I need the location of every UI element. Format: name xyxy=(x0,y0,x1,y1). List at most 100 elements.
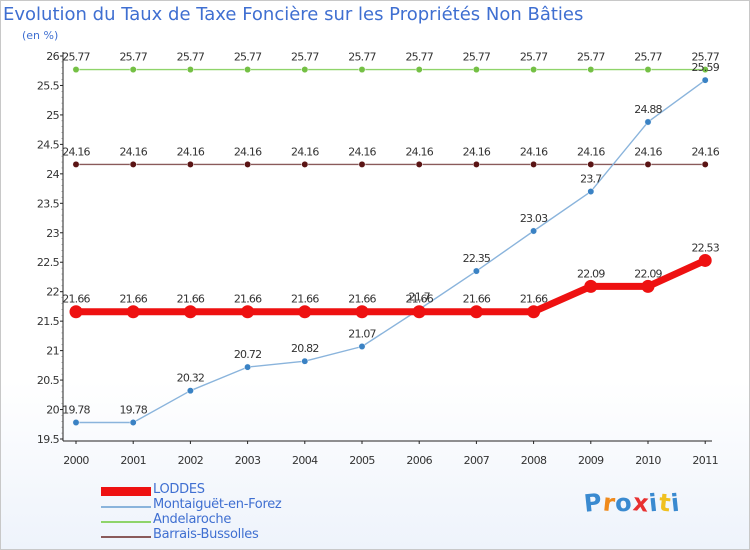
point-montaigu-t-en-forez-2000 xyxy=(72,419,80,426)
y-tick-label-19.5: 19.5 xyxy=(37,433,60,446)
point-loddes-2000 xyxy=(69,305,83,319)
x-tick-label-2010: 2010 xyxy=(635,454,661,467)
point-loddes-2001 xyxy=(126,305,140,319)
x-tick-label-2003: 2003 xyxy=(235,454,261,467)
y-tick-label-20.5: 20.5 xyxy=(37,374,60,387)
data-label-barrais-bussolles-2002: 24.16 xyxy=(177,145,205,158)
point-barrais-bussolles-2010 xyxy=(644,160,652,168)
point-loddes-2007 xyxy=(469,305,483,319)
chart-title: Evolution du Taux de Taxe Foncière sur l… xyxy=(3,4,584,25)
data-label-loddes-2006: 21.66 xyxy=(405,293,433,306)
x-tick-label-2009: 2009 xyxy=(578,454,604,467)
series-line-montaigu-t-en-forez xyxy=(75,79,706,424)
data-label-andelaroche-2007: 25.77 xyxy=(463,51,491,64)
data-label-montaigu-t-en-forez-2005: 21.07 xyxy=(348,327,376,340)
data-label-montaigu-t-en-forez-2003: 20.72 xyxy=(234,348,262,361)
data-label-barrais-bussolles-2001: 24.16 xyxy=(119,145,147,158)
data-label-barrais-bussolles-2000: 24.16 xyxy=(62,145,90,158)
data-label-andelaroche-2005: 25.77 xyxy=(348,51,376,64)
proxiti-logo: Proxiti xyxy=(583,488,682,518)
data-label-andelaroche-2009: 25.77 xyxy=(577,51,605,64)
y-tick-label-24: 24 xyxy=(46,168,59,181)
data-label-andelaroche-2002: 25.77 xyxy=(177,51,205,64)
point-barrais-bussolles-2002 xyxy=(186,160,194,168)
y-tick-label-21.5: 21.5 xyxy=(37,315,60,328)
y-tick-label-23: 23 xyxy=(46,227,59,240)
data-label-montaigu-t-en-forez-2008: 23.03 xyxy=(520,212,548,225)
point-barrais-bussolles-2006 xyxy=(415,160,423,168)
legend-label-barrais-bussolles: Barrais-Bussolles xyxy=(153,527,259,542)
legend-label-montaigu-t-en-forez: Montaiguët-en-Forez xyxy=(153,497,282,512)
data-label-montaigu-t-en-forez-2001: 19.78 xyxy=(119,404,147,417)
data-label-loddes-2004: 21.66 xyxy=(291,293,319,306)
point-montaigu-t-en-forez-2005 xyxy=(358,343,366,350)
y-tick-label-25: 25 xyxy=(46,109,59,122)
data-label-barrais-bussolles-2006: 24.16 xyxy=(405,145,433,158)
point-montaigu-t-en-forez-2008 xyxy=(530,227,538,235)
point-andelaroche-2006 xyxy=(415,66,423,74)
point-andelaroche-2002 xyxy=(186,66,194,74)
point-barrais-bussolles-2001 xyxy=(129,160,137,168)
point-loddes-2009 xyxy=(584,279,598,293)
data-label-barrais-bussolles-2004: 24.16 xyxy=(291,145,319,158)
legend-swatch-andelaroche xyxy=(101,521,151,523)
unit-label: (en %) xyxy=(22,29,59,42)
point-montaigu-t-en-forez-2011 xyxy=(701,76,709,84)
x-tick-label-2001: 2001 xyxy=(120,454,146,467)
data-label-barrais-bussolles-2008: 24.16 xyxy=(520,145,548,158)
point-barrais-bussolles-2008 xyxy=(530,160,538,168)
point-andelaroche-2011 xyxy=(701,66,709,74)
point-andelaroche-2009 xyxy=(587,66,595,74)
point-andelaroche-2000 xyxy=(72,66,80,74)
data-label-andelaroche-2001: 25.77 xyxy=(119,51,147,64)
data-label-loddes-2000: 21.66 xyxy=(62,293,90,306)
legend-label-andelaroche: Andelaroche xyxy=(153,512,232,527)
legend-swatch-barrais-bussolles xyxy=(101,536,151,538)
x-tick-label-2005: 2005 xyxy=(349,454,375,467)
point-barrais-bussolles-2009 xyxy=(587,160,595,168)
data-label-loddes-2010: 22.09 xyxy=(634,267,662,280)
point-loddes-2004 xyxy=(298,305,312,319)
y-tick-label-20: 20 xyxy=(46,404,59,417)
x-tick-label-2008: 2008 xyxy=(521,454,547,467)
data-label-andelaroche-2008: 25.77 xyxy=(520,51,548,64)
data-label-andelaroche-2010: 25.77 xyxy=(634,51,662,64)
data-label-barrais-bussolles-2005: 24.16 xyxy=(348,145,376,158)
data-label-andelaroche-2000: 25.77 xyxy=(62,51,90,64)
data-label-loddes-2005: 21.66 xyxy=(348,293,376,306)
point-andelaroche-2001 xyxy=(129,66,137,74)
point-montaigu-t-en-forez-2010 xyxy=(644,118,652,126)
x-tick-label-2006: 2006 xyxy=(406,454,432,467)
point-montaigu-t-en-forez-2002 xyxy=(186,387,194,395)
point-andelaroche-2004 xyxy=(301,66,309,74)
data-label-loddes-2011: 22.53 xyxy=(691,241,719,254)
data-label-loddes-2003: 21.66 xyxy=(234,293,262,306)
point-barrais-bussolles-2004 xyxy=(301,160,309,168)
x-tick-label-2011: 2011 xyxy=(692,454,718,467)
point-barrais-bussolles-2011 xyxy=(701,160,709,168)
point-loddes-2008 xyxy=(527,305,541,319)
legend-label-loddes: LODDES xyxy=(153,482,205,497)
point-montaigu-t-en-forez-2009 xyxy=(587,188,595,195)
point-barrais-bussolles-2005 xyxy=(358,160,366,168)
data-label-loddes-2008: 21.66 xyxy=(520,293,548,306)
data-label-andelaroche-2004: 25.77 xyxy=(291,51,319,64)
point-loddes-2003 xyxy=(241,305,255,319)
point-montaigu-t-en-forez-2004 xyxy=(301,357,309,365)
point-montaigu-t-en-forez-2007 xyxy=(472,267,480,275)
data-label-barrais-bussolles-2011: 24.16 xyxy=(691,145,719,158)
data-label-loddes-2009: 22.09 xyxy=(577,267,605,280)
y-tick-label-22: 22 xyxy=(46,286,59,299)
data-label-barrais-bussolles-2003: 24.16 xyxy=(234,145,262,158)
y-tick-label-24.5: 24.5 xyxy=(37,138,60,151)
data-label-montaigu-t-en-forez-2002: 20.32 xyxy=(177,372,205,385)
data-label-loddes-2001: 21.66 xyxy=(119,293,147,306)
y-tick-label-25.5: 25.5 xyxy=(37,79,60,92)
point-andelaroche-2005 xyxy=(358,66,366,74)
point-montaigu-t-en-forez-2003 xyxy=(244,363,252,371)
legend-swatch-montaigu-t-en-forez xyxy=(101,506,151,508)
data-label-montaigu-t-en-forez-2007: 22.35 xyxy=(463,252,491,265)
point-loddes-2006 xyxy=(412,305,426,319)
point-barrais-bussolles-2003 xyxy=(244,160,252,168)
